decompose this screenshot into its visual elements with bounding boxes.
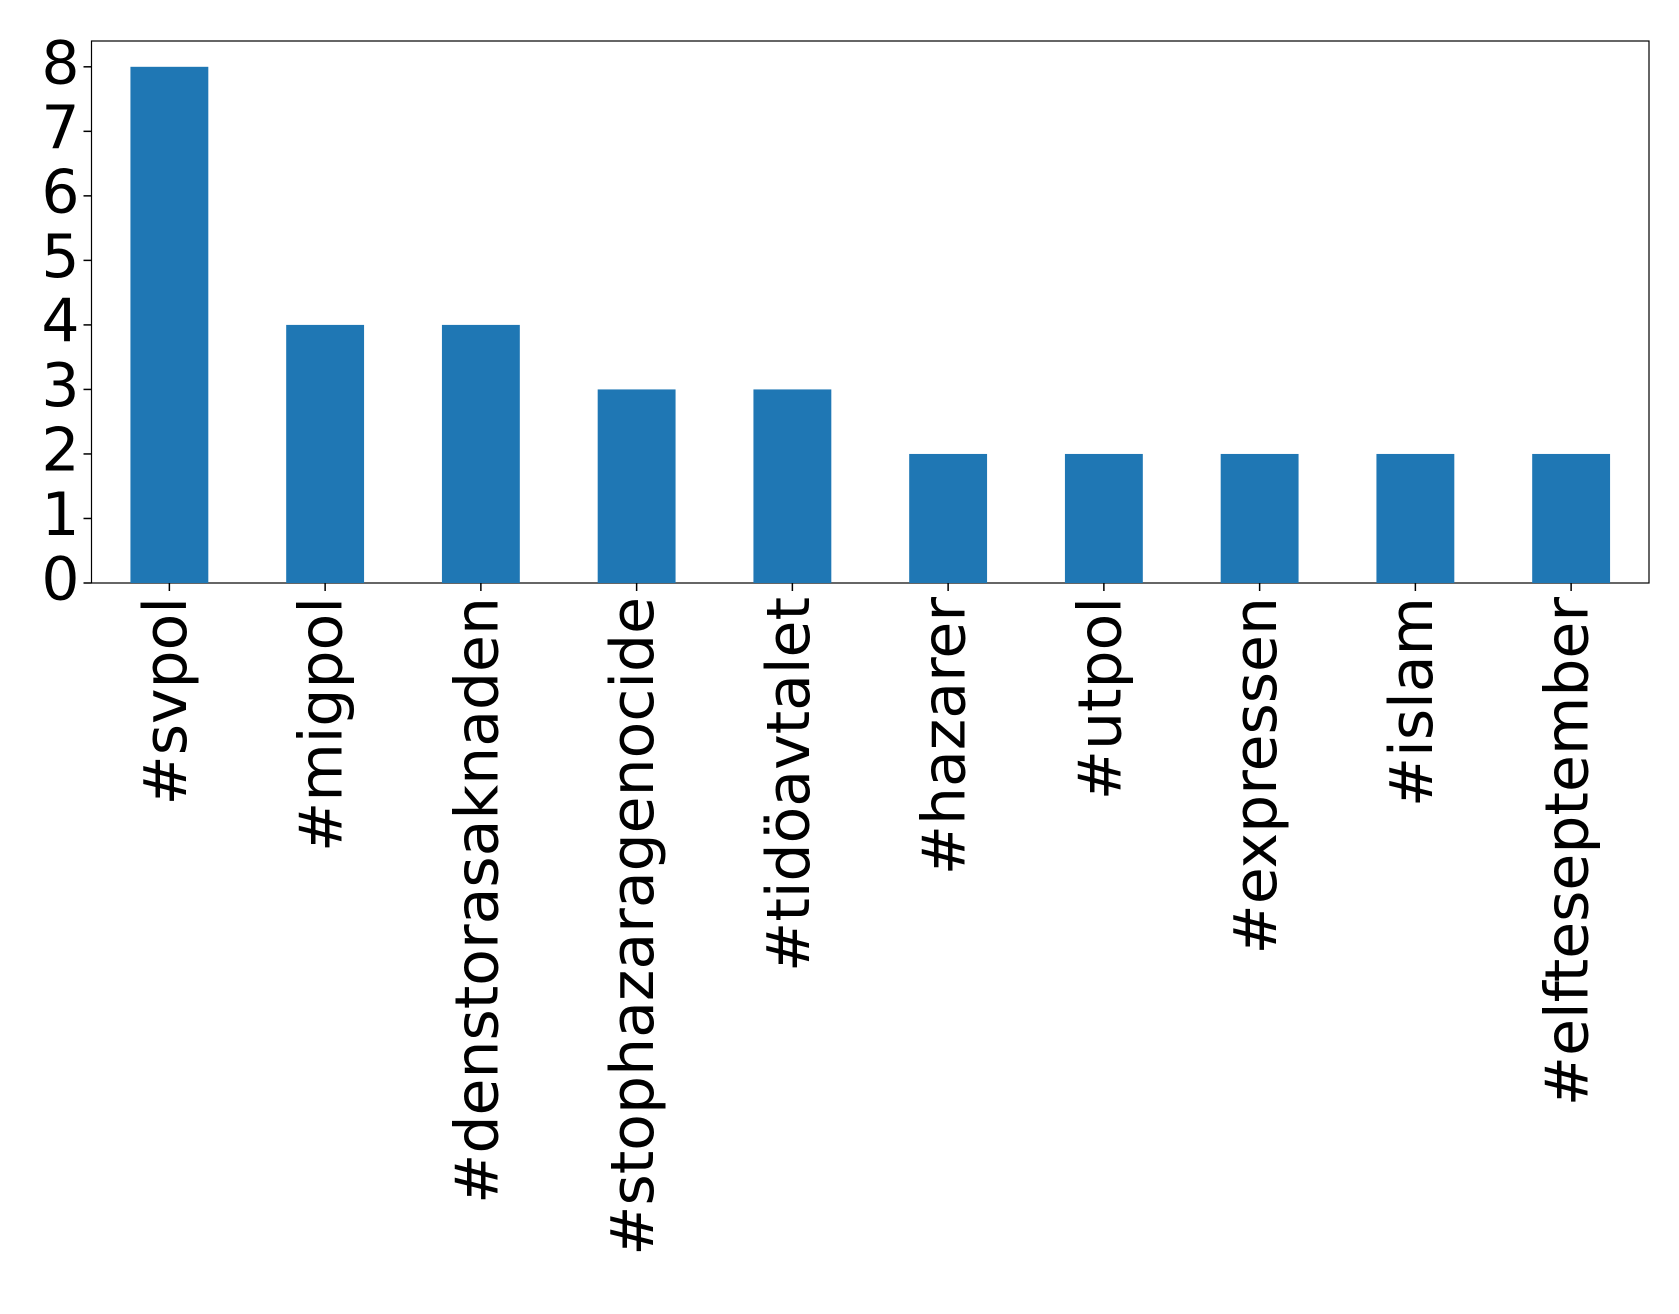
y-tick-label: 3 [41, 351, 79, 421]
bar [597, 389, 676, 583]
bar [1220, 453, 1299, 583]
x-tick-label: #stophazaragenocide [598, 597, 668, 1256]
bar [753, 389, 832, 583]
bar [1064, 453, 1143, 583]
plot-frame [90, 40, 1650, 584]
y-tick-label: 6 [41, 157, 79, 227]
x-tick-label: #migpol [287, 597, 357, 852]
bar [130, 66, 209, 584]
y-tick-label: 2 [41, 416, 79, 486]
x-tick-label: #elfteseptember [1533, 597, 1603, 1107]
y-tick-label: 0 [41, 545, 79, 615]
x-tick-label: #expressen [1221, 597, 1291, 954]
bar [1532, 453, 1611, 583]
y-tick-label: 4 [41, 286, 79, 356]
x-tick-label: #tidöavtalet [754, 597, 824, 972]
y-tick-label: 1 [41, 480, 79, 550]
y-tick-label: 5 [41, 222, 79, 292]
x-tick-label: #hazarer [910, 597, 980, 876]
y-tick-label: 8 [41, 28, 79, 98]
x-tick-label: #denstorasaknaden [442, 597, 512, 1204]
x-tick-label: #islam [1377, 597, 1447, 807]
bar [909, 453, 988, 583]
y-tick-label: 7 [41, 93, 79, 163]
bar [441, 324, 520, 583]
x-tick-label: #utpol [1065, 597, 1135, 800]
bar [1376, 453, 1455, 583]
x-tick-label: #svpol [131, 597, 201, 806]
bar [286, 324, 365, 583]
